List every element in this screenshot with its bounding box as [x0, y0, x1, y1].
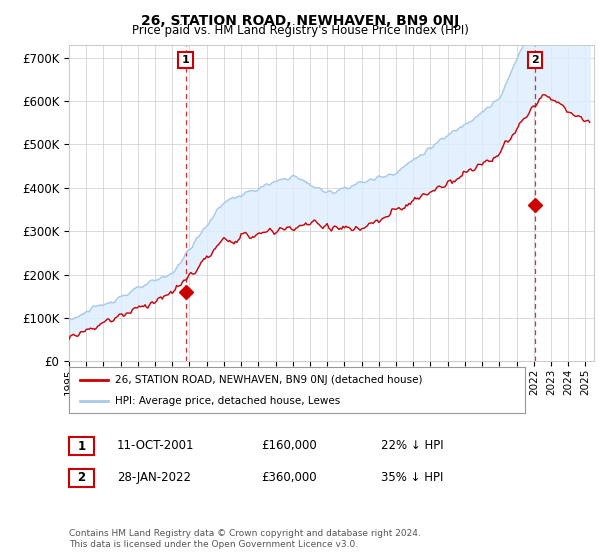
Text: 1: 1 — [182, 55, 190, 65]
Text: Price paid vs. HM Land Registry's House Price Index (HPI): Price paid vs. HM Land Registry's House … — [131, 24, 469, 37]
Text: 26, STATION ROAD, NEWHAVEN, BN9 0NJ: 26, STATION ROAD, NEWHAVEN, BN9 0NJ — [141, 14, 459, 28]
Text: 35% ↓ HPI: 35% ↓ HPI — [381, 470, 443, 484]
Text: 11-OCT-2001: 11-OCT-2001 — [117, 438, 194, 452]
Text: 26, STATION ROAD, NEWHAVEN, BN9 0NJ (detached house): 26, STATION ROAD, NEWHAVEN, BN9 0NJ (det… — [115, 375, 422, 385]
Text: 22% ↓ HPI: 22% ↓ HPI — [381, 438, 443, 452]
Text: Contains HM Land Registry data © Crown copyright and database right 2024.
This d: Contains HM Land Registry data © Crown c… — [69, 529, 421, 549]
Text: 2: 2 — [531, 55, 539, 65]
Text: 1: 1 — [77, 440, 86, 452]
Text: HPI: Average price, detached house, Lewes: HPI: Average price, detached house, Lewe… — [115, 396, 340, 406]
Text: £160,000: £160,000 — [261, 438, 317, 452]
Text: 2: 2 — [77, 472, 86, 484]
Text: 28-JAN-2022: 28-JAN-2022 — [117, 470, 191, 484]
Text: £360,000: £360,000 — [261, 470, 317, 484]
